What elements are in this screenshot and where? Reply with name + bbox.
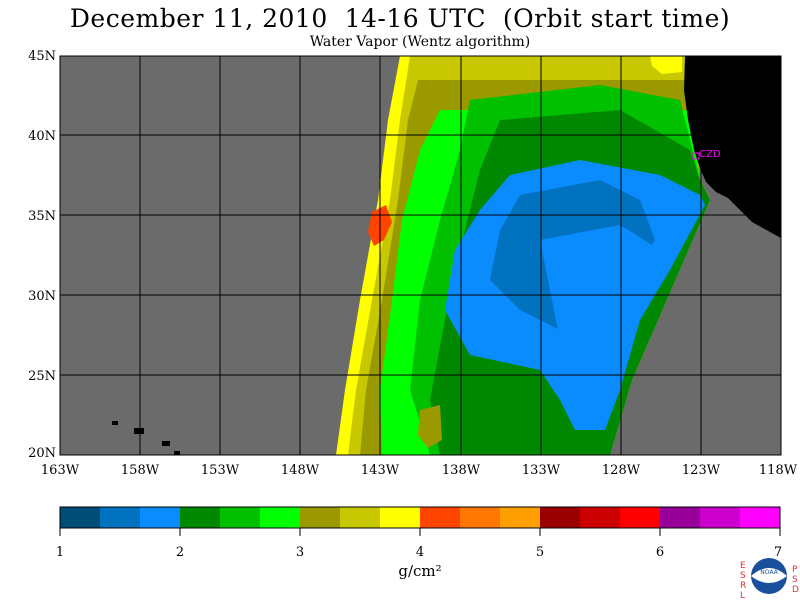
logo-letter-s: S — [740, 571, 746, 581]
logo-letter-d: D — [792, 585, 799, 595]
logo-letter-e: E — [740, 561, 746, 571]
colorbar-cell — [340, 507, 381, 528]
lon-label-128w: 128W — [602, 463, 641, 478]
colorbar-cell — [700, 507, 741, 528]
colorbar — [60, 507, 781, 528]
lat-label-25n: 25N — [28, 369, 56, 384]
swath — [336, 56, 710, 455]
logo-letter-s2: S — [792, 575, 798, 585]
lon-label-148w: 148W — [281, 463, 320, 478]
colorbar-cell — [620, 507, 661, 528]
colorbar-cell — [500, 507, 541, 528]
lon-label-133w: 133W — [522, 463, 561, 478]
latitude-labels: 45N 40N 35N 30N 25N 20N — [28, 49, 56, 461]
colorbar-cell — [140, 507, 181, 528]
colorbar-label-2: 2 — [176, 545, 184, 560]
colorbar-cell — [380, 507, 421, 528]
lat-lon-grid — [60, 56, 781, 455]
lon-label-143w: 143W — [361, 463, 400, 478]
hawaiian-islands — [112, 421, 180, 455]
lon-label-153w: 153W — [201, 463, 240, 478]
colorbar-cell — [420, 507, 461, 528]
map-subtitle: Water Vapor (Wentz algorithm) — [309, 34, 531, 50]
colorbar-label-6: 6 — [656, 545, 664, 560]
lon-label-163w: 163W — [41, 463, 80, 478]
map-frame — [59, 55, 782, 456]
colorbar-cell — [580, 507, 621, 528]
station-label: CZD — [699, 149, 721, 160]
colorbar-label-3: 3 — [296, 545, 304, 560]
lat-label-20n: 20N — [28, 446, 56, 461]
lon-label-118w: 118W — [759, 463, 798, 478]
map-title: December 11, 2010 14-16 UTC (Orbit start… — [69, 4, 731, 33]
colorbar-cell — [660, 507, 701, 528]
colorbar-unit: g/cm² — [398, 562, 441, 580]
colorbar-label-1: 1 — [56, 545, 64, 560]
swath-dry-patch — [540, 225, 660, 360]
lat-label-30n: 30N — [28, 289, 56, 304]
colorbar-label-7: 7 — [774, 545, 782, 560]
noaa-logo: NOAA E S R L P S D — [740, 558, 799, 600]
swath-olive-patch — [418, 405, 442, 448]
colorbar-ticks — [59, 528, 781, 536]
logo-letter-p: P — [792, 565, 798, 575]
lon-label-158w: 158W — [121, 463, 160, 478]
colorbar-cell — [740, 507, 781, 528]
station-marker — [692, 152, 700, 160]
longitude-labels: 163W 158W 153W 148W 143W 138W 133W 128W … — [41, 463, 798, 478]
swath-yellow-patch — [650, 56, 682, 74]
lon-label-123w: 123W — [682, 463, 721, 478]
logo-letter-r: R — [740, 581, 746, 591]
colorbar-label-4: 4 — [416, 545, 424, 560]
logo-letter-l: L — [740, 591, 745, 600]
colorbar-label-5: 5 — [536, 545, 544, 560]
lat-label-35n: 35N — [28, 209, 56, 224]
colorbar-labels: 1 2 3 4 5 6 7 — [56, 545, 782, 560]
lat-label-45n: 45N — [28, 49, 56, 64]
colorbar-cell — [260, 507, 301, 528]
colorbar-cell — [220, 507, 261, 528]
noaa-logo-bird — [751, 568, 787, 583]
colorbar-cell — [180, 507, 221, 528]
noaa-logo-text: NOAA — [760, 569, 778, 576]
lat-label-40n: 40N — [28, 129, 56, 144]
land-north-america — [684, 56, 781, 238]
colorbar-cell — [460, 507, 501, 528]
colorbar-cell — [60, 507, 101, 528]
colorbar-cell — [100, 507, 141, 528]
colorbar-cell — [540, 507, 581, 528]
colorbar-cell — [300, 507, 341, 528]
lon-label-138w: 138W — [442, 463, 481, 478]
